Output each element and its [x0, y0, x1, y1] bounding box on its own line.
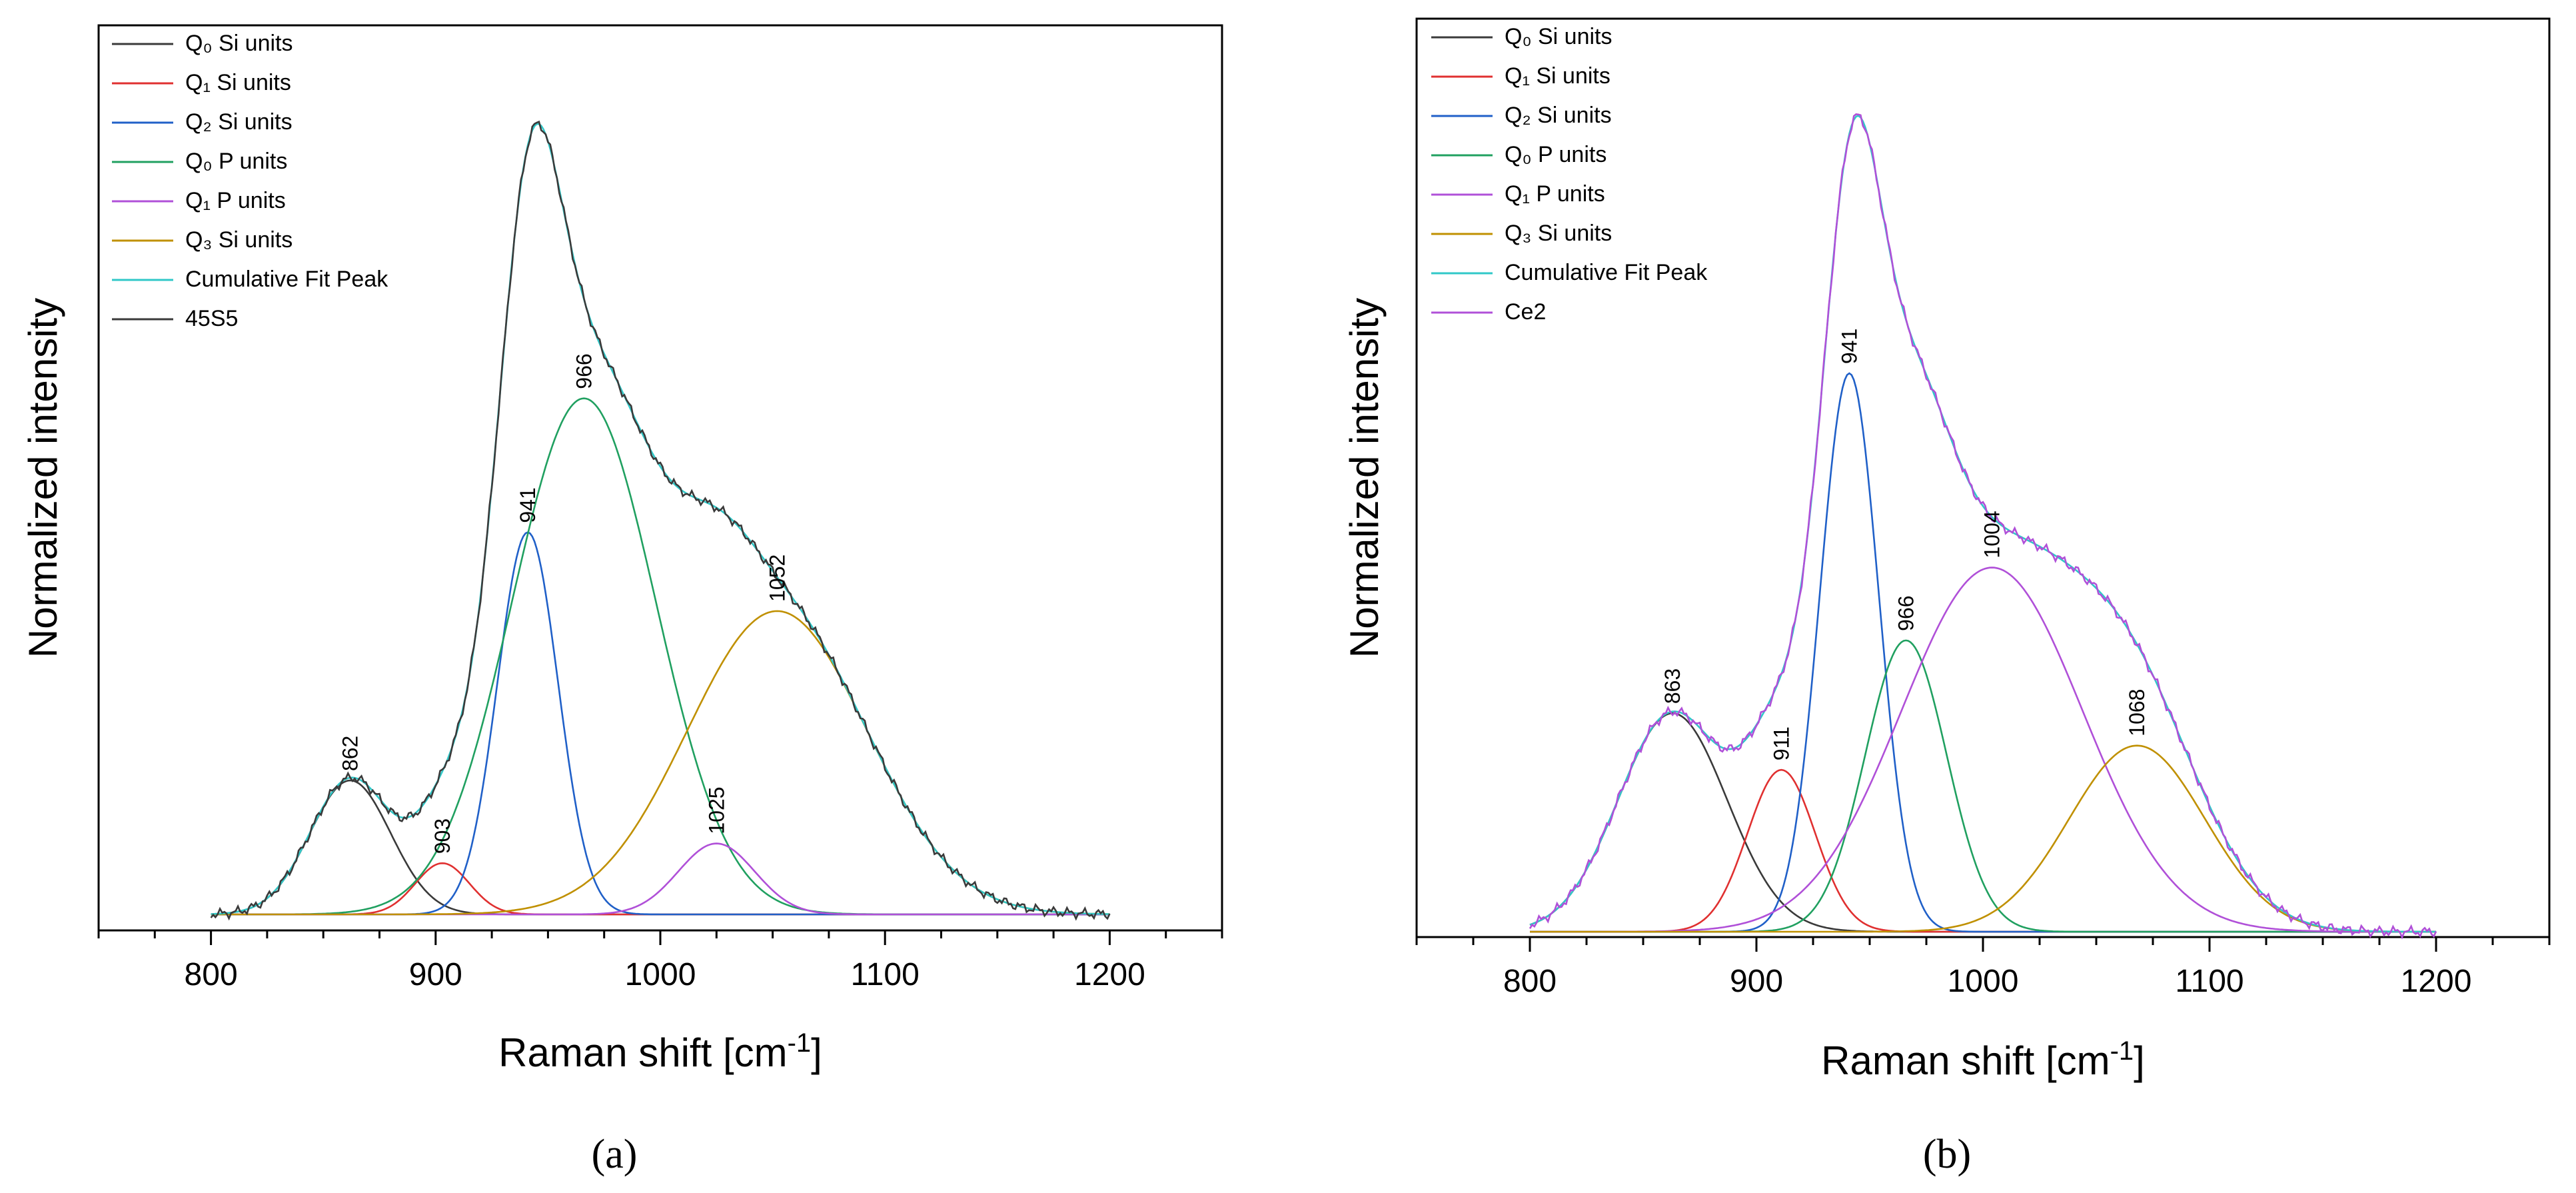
series-line-2 — [211, 531, 1110, 916]
peak-label: 941 — [1837, 329, 1861, 364]
legend-entry: Q₁ Si units — [185, 70, 291, 95]
legend-entry: Ce2 — [1505, 299, 1546, 325]
series-line-2 — [1530, 372, 2436, 933]
peak-label: 911 — [1769, 726, 1793, 760]
x-tick-label: 800 — [1503, 964, 1557, 999]
series-line-0 — [211, 779, 1110, 916]
chart-panel-a: 800 900 1000 1100 1200 86290394196610251052 … — [21, 24, 1223, 1177]
peak-label: 903 — [430, 818, 454, 854]
peak-label: 966 — [572, 353, 596, 389]
peak-label: 966 — [1894, 595, 1918, 630]
curves-b — [1529, 113, 2437, 940]
series-line-1 — [211, 862, 1110, 916]
peak-label: 1025 — [704, 786, 728, 834]
peak-label: 862 — [338, 736, 362, 771]
y-axis-title-a: Normalized intensity — [21, 298, 65, 658]
x-tick-label: 900 — [409, 957, 462, 992]
panel-label-b: (b) — [1923, 1132, 1971, 1177]
x-axis-title-main-b: Raman shift [cm — [1821, 1038, 2110, 1083]
peak-label: 1068 — [2125, 689, 2149, 736]
series-line-5 — [1530, 744, 2436, 933]
x-tick-label: 800 — [185, 957, 238, 992]
peak-label: 1004 — [1980, 511, 2004, 558]
series-line-6 — [211, 123, 1110, 915]
x-tick-label: 1200 — [1074, 957, 1145, 992]
curves-a — [210, 120, 1111, 921]
series-line-6 — [1529, 115, 2436, 933]
series-line-0 — [1529, 712, 2436, 933]
x-axis-ticks-a: 800 900 1000 1100 1200 — [97, 930, 1223, 992]
legend-entry: Q₀ Si units — [185, 31, 293, 56]
x-axis-title-a: Raman shift [cm-1] — [498, 1028, 822, 1075]
x-axis-title-main-a: Raman shift [cm — [498, 1030, 787, 1075]
legend-b: Q₀ Si units Q₁ Si units Q₂ Si units Q₀ P un… — [1431, 24, 1708, 325]
legend-entry: 45S5 — [185, 306, 238, 331]
legend-entry: Cumulative Fit Peak — [1505, 260, 1708, 285]
chart-panel-b: 800 900 1000 1100 1200 86391194196610041068 … — [1342, 17, 2551, 1177]
legend-entry: Q₃ Si units — [1505, 221, 1612, 246]
legend-entry: Q₀ Si units — [1505, 24, 1612, 49]
x-axis-title-sup-a: -1 — [788, 1028, 812, 1058]
x-tick-label: 900 — [1730, 964, 1783, 999]
x-tick-label: 1100 — [2175, 964, 2244, 999]
y-axis-title-b: Normalized intensity — [1342, 298, 1387, 658]
x-tick-label: 1200 — [2401, 964, 2472, 999]
x-tick-label: 1100 — [851, 957, 920, 992]
x-axis-title-suffix-a: ] — [811, 1030, 822, 1075]
legend-entry: Q₃ Si units — [185, 227, 293, 253]
series-line-1 — [1530, 768, 2436, 933]
x-axis-title-suffix-b: ] — [2134, 1038, 2145, 1083]
x-axis-ticks-b: 800 900 1000 1100 1200 — [1415, 937, 2551, 999]
panel-label-a: (a) — [592, 1132, 638, 1177]
legend-entry: Q₀ P units — [1505, 142, 1607, 167]
legend-entry: Q₁ P units — [1505, 181, 1605, 207]
x-axis-title-b: Raman shift [cm-1] — [1821, 1036, 2145, 1083]
legend-a: Q₀ Si units Q₁ Si units Q₂ Si units Q₀ P un… — [112, 31, 388, 331]
series-line-4 — [1530, 567, 2436, 933]
x-tick-label: 1000 — [1948, 964, 2019, 999]
legend-entry: Q₁ Si units — [1505, 63, 1610, 89]
peak-labels-b: 863 911 941 966 1004 1068 — [1660, 329, 2149, 760]
peak-label: 1052 — [765, 555, 789, 602]
series-line-3 — [211, 397, 1110, 916]
legend-entry: Q₂ Si units — [1505, 103, 1612, 128]
legend-entry: Cumulative Fit Peak — [185, 267, 388, 292]
legend-entry: Q₀ P units — [185, 149, 287, 174]
x-tick-label: 1000 — [625, 957, 696, 992]
x-axis-title-sup-b: -1 — [2110, 1036, 2134, 1066]
legend-entry: Q₁ P units — [185, 188, 286, 213]
peak-labels-a: 862 903 941 966 1025 1052 — [338, 353, 790, 854]
peak-label: 863 — [1660, 668, 1684, 704]
peak-label: 941 — [516, 487, 540, 523]
series-line-4 — [211, 842, 1110, 916]
series-line-7 — [1529, 113, 2437, 940]
series-line-7 — [210, 120, 1111, 921]
legend-entry: Q₂ Si units — [185, 109, 293, 135]
